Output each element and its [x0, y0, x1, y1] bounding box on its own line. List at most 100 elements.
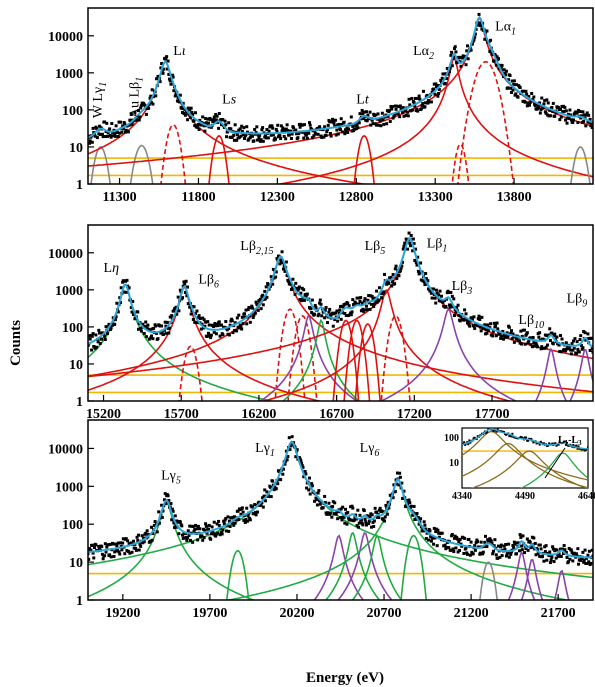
data-point [506, 335, 510, 339]
data-point [100, 337, 104, 341]
data-point [494, 324, 498, 328]
data-point [576, 547, 580, 551]
data-point [570, 551, 574, 555]
data-point [136, 310, 140, 314]
data-point [394, 107, 398, 111]
data-point [275, 130, 279, 134]
data-point [377, 516, 381, 520]
component-peak-1 [225, 549, 250, 600]
data-point [269, 133, 273, 137]
data-point [267, 494, 271, 498]
data-point [414, 261, 418, 265]
data-point [142, 331, 146, 335]
data-point [326, 127, 330, 131]
data-point [538, 554, 542, 558]
data-point [364, 520, 368, 524]
data-point [475, 538, 479, 542]
data-point [362, 509, 366, 513]
data-point [496, 57, 500, 61]
inset-x-tick-label: 4340 [452, 491, 472, 502]
fit-sum-bottom [88, 440, 593, 559]
data-point [443, 81, 447, 85]
data-point [389, 275, 393, 279]
data-point [98, 341, 102, 345]
component-peak-6 [258, 314, 359, 401]
data-point [149, 334, 153, 338]
data-point [499, 545, 503, 549]
data-point [263, 134, 267, 138]
data-point [378, 119, 382, 123]
inset-peak [520, 452, 588, 488]
data-point [426, 101, 430, 105]
data-point [170, 507, 174, 511]
data-point [104, 325, 108, 329]
data-point [100, 132, 104, 136]
data-point [219, 123, 223, 127]
data-point [462, 318, 466, 322]
data-point [483, 540, 487, 544]
data-point [477, 12, 481, 16]
data-point [549, 558, 553, 562]
data-point [267, 129, 271, 133]
data-point [522, 328, 526, 332]
data-point [253, 311, 257, 315]
data-point [126, 130, 130, 134]
data-point [551, 547, 555, 551]
data-point [137, 327, 140, 331]
data-point [188, 108, 192, 112]
data-point [282, 127, 286, 131]
data-point [455, 305, 459, 309]
data-point [465, 318, 469, 322]
data-point [230, 521, 234, 525]
data-point [363, 517, 367, 521]
data-point [328, 131, 332, 135]
peak-label-0: Lγ5 [161, 469, 181, 487]
data-point [270, 124, 274, 128]
data-point [512, 340, 516, 344]
data-point [492, 544, 496, 548]
data-point [333, 311, 337, 315]
component-peak-14 [379, 307, 518, 401]
data-point [300, 299, 304, 303]
data-point [548, 550, 552, 554]
data-point [203, 528, 207, 532]
data-point [560, 337, 564, 341]
data-point [471, 42, 475, 46]
data-point [459, 314, 463, 318]
data-point [545, 98, 549, 102]
data-point [491, 334, 495, 338]
frame-bottom [87, 419, 594, 601]
data-point [339, 515, 342, 519]
data-point [426, 529, 430, 533]
data-point [242, 126, 246, 130]
data-point [180, 524, 184, 528]
y-tick-label: 10000 [48, 247, 83, 262]
data-point [212, 118, 216, 122]
y-tick-label: 1000 [55, 67, 83, 82]
data-point [113, 322, 117, 326]
data-point [485, 29, 489, 33]
data-point [585, 556, 589, 560]
data-point [90, 140, 94, 144]
data-point [399, 266, 403, 270]
y-tick-label: 100 [62, 518, 83, 533]
data-point [137, 118, 141, 122]
data-point [342, 120, 346, 124]
data-point [419, 261, 423, 265]
data-point [561, 551, 565, 555]
data-point [532, 341, 536, 345]
data-point [569, 548, 573, 552]
data-point [509, 90, 513, 94]
data-point [278, 134, 282, 138]
data-point [207, 523, 211, 527]
data-point [241, 322, 245, 326]
data-point [137, 548, 141, 552]
data-point [543, 110, 547, 114]
data-point [98, 133, 102, 137]
data-point [204, 524, 208, 528]
data-point [232, 515, 236, 519]
data-point [327, 310, 331, 314]
data-point [410, 96, 414, 100]
data-point [433, 536, 437, 540]
x-tick-label: 20700 [367, 606, 402, 621]
